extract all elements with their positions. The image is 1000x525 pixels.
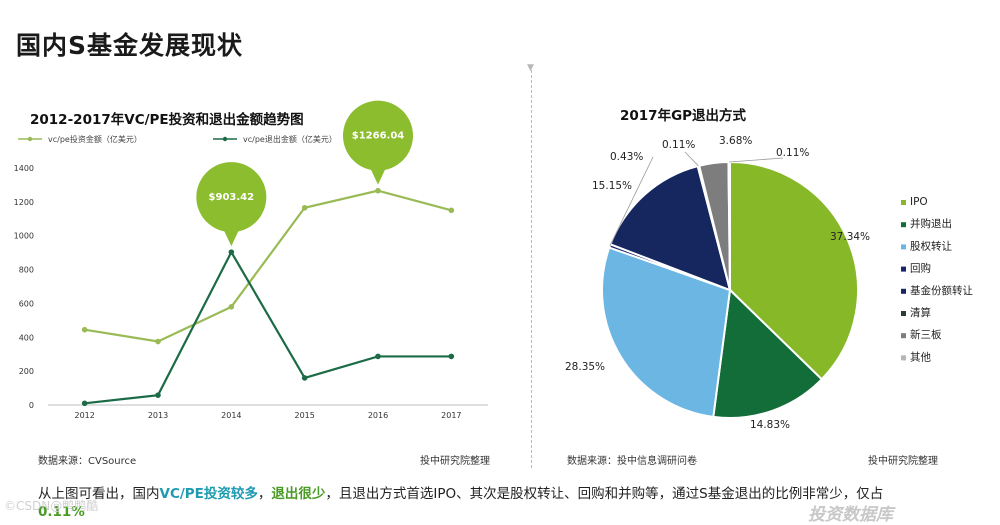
pie-data-label-4: 15.15% <box>592 180 632 192</box>
pie-legend-marker-4 <box>901 288 906 294</box>
summary-highlight-percent: 0.11% <box>38 504 85 520</box>
pie-slice-4 <box>609 164 732 292</box>
section-divider <box>531 70 532 468</box>
summary-highlight-exit: 退出很少 <box>271 486 326 502</box>
pie-legend-marker-7 <box>901 355 906 361</box>
data-point-s1-2016 <box>375 353 381 360</box>
pie-legend-marker-6 <box>901 333 906 339</box>
y-tick-label: 1000 <box>14 232 34 241</box>
divider-cap-icon: ▼ <box>527 63 534 73</box>
pie-legend-marker-2 <box>901 244 906 250</box>
pie-legend-label-0: IPO <box>910 196 928 208</box>
callout-pointer <box>223 229 240 247</box>
pie-data-label-7: 0.11% <box>776 147 809 159</box>
page-title: 国内S基金发展现状 <box>16 31 244 60</box>
callout-label: $1266.04 <box>352 131 405 142</box>
legend-marker-0 <box>27 136 33 142</box>
legend-label-1: vc/pe退出金额（亿美元） <box>243 134 337 144</box>
pie-slice-1 <box>712 287 824 419</box>
pie-legend-label-3: 回购 <box>910 262 931 275</box>
summary-part2: ， <box>257 486 272 502</box>
watermark-left: ©CSDN@鸭鸭酷 <box>4 499 99 513</box>
data-point-s0-2017 <box>448 207 455 214</box>
callout-circle <box>196 162 267 233</box>
pie-data-label-6: 3.68% <box>719 135 752 147</box>
y-tick-label: 1200 <box>14 198 34 207</box>
x-tick-label: 2013 <box>148 411 168 420</box>
pie-leader-line-3 <box>609 156 654 247</box>
pie-legend-marker-0 <box>901 200 906 205</box>
y-tick-label: 800 <box>19 266 34 275</box>
pie-slice-0 <box>729 160 859 381</box>
y-tick-label: 0 <box>29 401 34 410</box>
pie-data-label-5: 0.11% <box>662 139 695 151</box>
series-line-0 <box>84 189 452 343</box>
pie-data-label-0: 37.34% <box>830 231 870 243</box>
data-point-s0-2015 <box>301 204 308 211</box>
legend-marker-1 <box>222 136 228 142</box>
left-org-note: 投中研究院整理 <box>420 456 490 467</box>
y-tick-label: 600 <box>19 299 34 308</box>
series-line-1 <box>84 249 452 405</box>
x-tick-label: 2014 <box>221 411 241 420</box>
pie-legend-label-7: 其他 <box>910 350 931 363</box>
data-point-s1-2013 <box>155 392 161 398</box>
line-chart-title: 2012-2017年VC/PE投资和退出金额趋势图 <box>30 111 304 128</box>
line-chart: 2012-2017年VC/PE投资和退出金额趋势图 vc/pe投资金额（亿美元） v… <box>14 100 488 420</box>
pie-legend-label-1: 并购退出 <box>910 217 952 230</box>
left-source-note: 数据来源：CVSource <box>38 456 137 467</box>
pie-legend-marker-5 <box>901 311 906 316</box>
x-tick-label: 2015 <box>294 411 314 420</box>
pie-slice-2 <box>601 246 732 419</box>
pie-legend-label-6: 新三板 <box>910 328 942 341</box>
y-tick-label: 200 <box>19 367 34 376</box>
summary-highlight-investment: VC/PE投资较多 <box>159 486 258 502</box>
pie-legend-marker-3 <box>901 266 906 272</box>
pie-data-label-2: 28.35% <box>565 361 605 373</box>
pie-leader-line-5 <box>684 151 699 167</box>
pie-legend-label-5: 清算 <box>910 306 931 319</box>
right-source-note: 数据来源：投中信息调研问卷 <box>567 456 697 467</box>
data-point-s1-2012 <box>81 400 88 407</box>
pie-legend-marker-1 <box>901 222 906 228</box>
summary-text: 从上图可看出，国内VC/PE投资较多，退出很少，且退出方式首选IPO、其次是股权… <box>38 485 968 521</box>
callout-label: $903.42 <box>209 192 255 203</box>
pie-data-label-3: 0.43% <box>610 151 643 163</box>
data-point-s1-2017 <box>448 353 455 360</box>
data-point-s0-2016 <box>375 187 381 194</box>
data-point-s0-2013 <box>155 338 161 345</box>
callout-bubble-0: $903.42 <box>196 162 267 247</box>
data-point-s1-2015 <box>301 375 308 381</box>
pie-chart: 2017年GP退出方式 37.34% 14.83% 28.35% 0.43% 15.15%… <box>565 107 973 431</box>
y-tick-label: 400 <box>19 333 34 342</box>
pie-data-label-1: 14.83% <box>750 419 790 431</box>
callout-pointer <box>370 167 386 185</box>
pie-legend-label-2: 股权转让 <box>910 239 952 252</box>
pie-chart-title: 2017年GP退出方式 <box>620 107 747 124</box>
callout-circle <box>343 100 413 171</box>
data-point-s0-2012 <box>81 326 88 333</box>
pie-legend-label-4: 基金份额转让 <box>910 284 973 297</box>
x-tick-label: 2016 <box>368 411 388 420</box>
y-tick-label: 1400 <box>14 164 34 173</box>
data-point-s1-2014 <box>228 249 235 255</box>
summary-part1: 从上图可看出，国内 <box>38 486 160 502</box>
pie-leader-line-7 <box>729 157 784 163</box>
callout-bubble-1: $1266.04 <box>343 100 413 185</box>
data-point-s0-2014 <box>228 304 235 310</box>
legend-label-0: vc/pe投资金额（亿美元） <box>48 134 142 144</box>
x-tick-label: 2017 <box>441 411 461 420</box>
summary-part3: ，且退出方式首选IPO、其次是股权转让、回购和并购等，通过S基金退出的比例非常少… <box>325 486 884 502</box>
right-org-note: 投中研究院整理 <box>868 456 938 467</box>
x-tick-label: 2012 <box>74 411 94 420</box>
watermark-right: 投资数据库 <box>808 505 893 525</box>
